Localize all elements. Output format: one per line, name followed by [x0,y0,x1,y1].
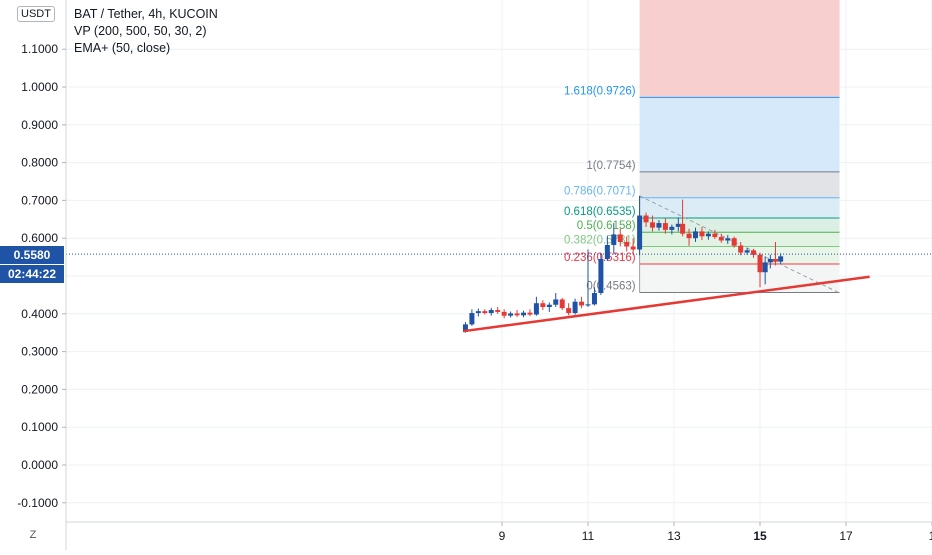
x-tick-label: 17 [839,529,853,543]
last-price-badge: 0.5580 [0,246,64,264]
candle-body [553,299,559,305]
indicator-ema[interactable]: EMA+ (50, close) [74,41,171,55]
candle-body [501,311,507,316]
fib-level-label: 1.618(0.9726) [564,85,636,97]
fib-level-label: 0(0.4563) [586,281,635,293]
x-tick-label: 9 [499,529,506,543]
candle-body [712,233,718,238]
candle-body [617,234,623,242]
candle-body [482,311,488,314]
y-tick-label: 0.0000 [21,458,58,472]
y-tick-label: 0.8000 [21,156,58,170]
indicator-vp[interactable]: VP (200, 500, 50, 30, 2) [74,24,207,38]
candle-body [693,231,698,239]
auto-scale-button[interactable]: Z [29,529,37,541]
candle-body [546,304,552,307]
candle-body [514,313,520,316]
fib-zone [639,171,840,198]
y-tick-label: 0.2000 [21,382,58,396]
fib-level-label: 0.786(0.7071) [564,186,636,198]
candle-body [680,223,686,234]
fib-extension-zone [639,0,840,98]
candle-body [572,301,578,314]
fib-zone [639,217,840,233]
candle-body [630,246,636,250]
candle-body [566,308,572,314]
chart-legend: BAT / Tether, 4h, KUCOIN VP (200, 500, 5… [74,6,218,57]
candle-body [488,310,494,314]
candle-body [475,311,481,314]
candle-body [598,258,604,294]
fib-level-label: 1(0.7754) [586,160,635,172]
candle-body [495,310,501,312]
overlay [66,253,932,333]
fib-zone [639,97,840,172]
candle-body [686,233,692,239]
fib-zone [639,232,840,247]
x-tick-label: 1 [929,529,932,543]
candle-body [757,254,763,273]
candle-body [762,262,768,273]
candle-body [508,313,514,316]
candle-body [778,256,784,262]
candle-body [462,324,468,332]
candle-body [559,299,565,309]
candle-body [731,238,737,246]
x-tick-label: 13 [667,529,681,543]
candle-body [521,312,526,316]
candle-body [637,215,643,250]
candle-body [718,237,724,241]
y-tick-label: 0.6000 [21,231,58,245]
x-tick-label: 11 [582,529,595,543]
axes: 1.1000 1.0000 0.9000 0.8000 0.7000 0.6000 0.40… [17,0,932,550]
y-tick-label: 1.1000 [21,42,58,56]
y-tick-label: -0.1000 [17,496,58,510]
fib-level-label: 0.618(0.6535) [564,206,636,218]
candle-body [675,223,681,227]
candle-body [533,303,539,315]
candle-body [767,258,773,263]
candle-body [744,250,750,253]
candle-body [751,250,757,255]
candle-body [527,312,533,315]
symbol-title[interactable]: BAT / Tether, 4h, KUCOIN [74,7,218,21]
candle-body [650,222,655,228]
candle-body [540,303,546,307]
candle-body [705,233,711,237]
fib-level-label: 0.5(0.6158) [577,220,636,232]
candle-body [611,234,617,246]
candle-body [662,223,668,230]
candle-body [772,258,778,262]
y-tick-label: 1.0000 [21,80,58,94]
y-tick-label: 0.3000 [21,345,58,359]
candle-body [725,238,731,241]
y-tick-label: 0.4000 [21,307,58,321]
fib-zone [639,246,840,265]
candle-body [669,226,675,230]
fib-zone [639,264,840,293]
candle-body [579,301,585,306]
y-tick-label: 0.9000 [21,118,58,132]
candle-body [699,231,705,237]
fib-retracement: 1.618(0.9726) 1(0.7754) 0.786(0.7071) 0.618… [564,0,840,294]
candle-body [591,293,597,305]
candle-body [585,304,591,306]
fib-trend-dashed-line [639,195,840,294]
candle-body [656,223,662,228]
fib-zone [639,197,840,218]
candle-body [738,245,744,253]
y-tick-label: 0.7000 [21,193,58,207]
candle-body [643,215,649,223]
support-trendline [463,275,870,333]
candle-body [469,313,475,325]
y-tick-label: 0.1000 [21,420,58,434]
candle-body [604,245,610,259]
currency-badge[interactable]: USDT [17,6,55,22]
bar-countdown-badge: 02:44:22 [0,265,64,283]
fib-level-label: 0.236(0.5316) [564,252,636,264]
x-tick-label: 15 [753,529,767,543]
candle-body [624,241,630,247]
